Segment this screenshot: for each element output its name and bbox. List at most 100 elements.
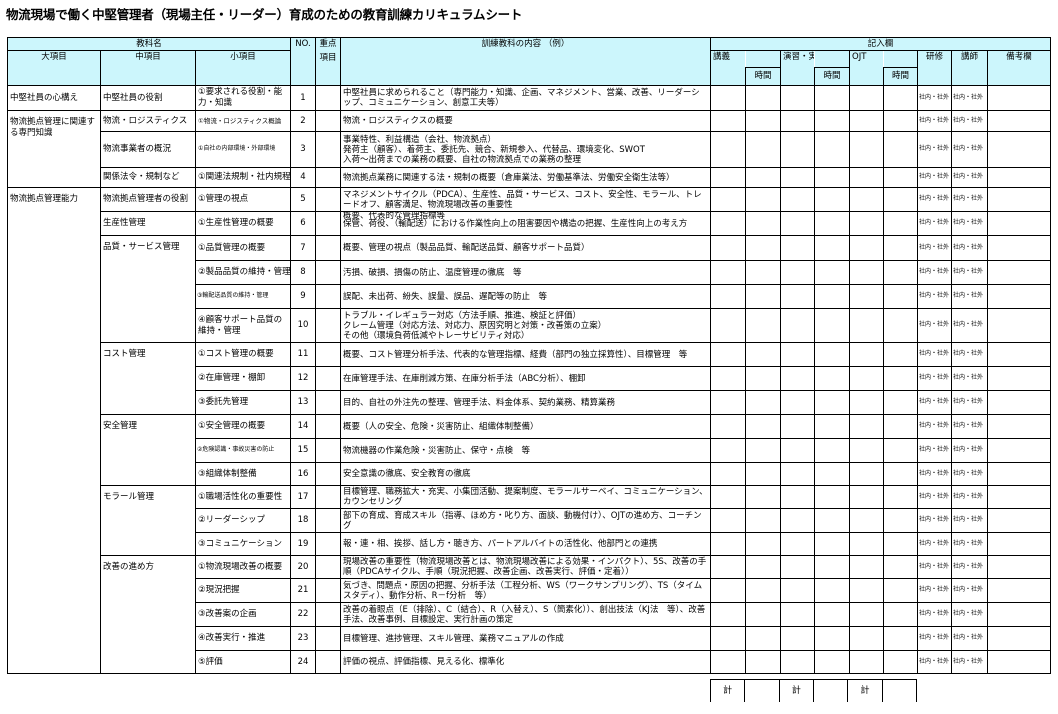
bikou-input[interactable] [987,462,1051,486]
kougi-input[interactable] [710,555,746,579]
ojt-hours-input[interactable] [883,578,918,603]
juten-cell[interactable] [315,578,341,603]
enshu-input[interactable] [780,626,815,651]
kenshu-choice[interactable]: 社内・社外 [917,578,952,603]
juten-cell[interactable] [315,308,341,343]
enshu-hours-input[interactable] [814,167,850,188]
bikou-input[interactable] [987,211,1051,236]
ojt-input[interactable] [849,485,884,509]
koushi-choice[interactable]: 社内・社外 [951,342,988,367]
koushi-choice[interactable]: 社内・社外 [951,284,988,309]
enshu-input[interactable] [780,650,815,674]
kougi-hours-input[interactable] [745,131,781,168]
ojt-hours-input[interactable] [883,414,918,439]
juten-cell[interactable] [315,211,341,236]
enshu-hours-input[interactable] [814,131,850,168]
bikou-input[interactable] [987,235,1051,261]
ojt-hours-input[interactable] [883,85,918,111]
koushi-choice[interactable]: 社内・社外 [951,211,988,236]
ojt-input[interactable] [849,284,884,309]
kougi-hours-input[interactable] [745,438,781,463]
ojt-input[interactable] [849,260,884,285]
koushi-choice[interactable]: 社内・社外 [951,602,988,627]
enshu-hours-input[interactable] [814,438,850,463]
kougi-input[interactable] [710,366,746,391]
kougi-hours-input[interactable] [745,85,781,111]
bikou-input[interactable] [987,390,1051,415]
enshu-input[interactable] [780,532,815,556]
juten-cell[interactable] [315,390,341,415]
kougi-input[interactable] [710,167,746,188]
koushi-choice[interactable]: 社内・社外 [951,187,988,212]
enshu-input[interactable] [780,602,815,627]
kougi-hours-input[interactable] [745,508,781,533]
koushi-choice[interactable]: 社内・社外 [951,650,988,674]
kougi-total-hours[interactable] [744,679,780,702]
enshu-input[interactable] [780,414,815,439]
juten-cell[interactable] [315,485,341,509]
ojt-input[interactable] [849,235,884,261]
koushi-choice[interactable]: 社内・社外 [951,508,988,533]
kougi-hours-input[interactable] [745,532,781,556]
bikou-input[interactable] [987,187,1051,212]
kenshu-choice[interactable]: 社内・社外 [917,85,952,111]
bikou-input[interactable] [987,260,1051,285]
kougi-input[interactable] [710,626,746,651]
kenshu-choice[interactable]: 社内・社外 [917,485,952,509]
bikou-input[interactable] [987,167,1051,188]
enshu-input[interactable] [780,110,815,132]
ojt-hours-input[interactable] [883,485,918,509]
enshu-input[interactable] [780,85,815,111]
enshu-hours-input[interactable] [814,532,850,556]
bikou-input[interactable] [987,131,1051,168]
ojt-input[interactable] [849,390,884,415]
ojt-hours-input[interactable] [883,366,918,391]
kenshu-choice[interactable]: 社内・社外 [917,626,952,651]
kougi-input[interactable] [710,284,746,309]
kougi-input[interactable] [710,508,746,533]
bikou-input[interactable] [987,626,1051,651]
ojt-input[interactable] [849,414,884,439]
bikou-input[interactable] [987,110,1051,132]
enshu-hours-input[interactable] [814,555,850,579]
kougi-hours-input[interactable] [745,308,781,343]
ojt-input[interactable] [849,211,884,236]
juten-cell[interactable] [315,131,341,168]
enshu-hours-input[interactable] [814,85,850,111]
kenshu-choice[interactable]: 社内・社外 [917,187,952,212]
kenshu-choice[interactable]: 社内・社外 [917,650,952,674]
ojt-hours-input[interactable] [883,342,918,367]
kenshu-choice[interactable]: 社内・社外 [917,438,952,463]
kougi-input[interactable] [710,308,746,343]
kougi-hours-input[interactable] [745,626,781,651]
kougi-input[interactable] [710,650,746,674]
ojt-input[interactable] [849,167,884,188]
koushi-choice[interactable]: 社内・社外 [951,532,988,556]
kougi-hours-input[interactable] [745,342,781,367]
kenshu-choice[interactable]: 社内・社外 [917,414,952,439]
kougi-hours-input[interactable] [745,390,781,415]
kenshu-choice[interactable]: 社内・社外 [917,110,952,132]
bikou-input[interactable] [987,308,1051,343]
koushi-choice[interactable]: 社内・社外 [951,366,988,391]
enshu-hours-input[interactable] [814,485,850,509]
kenshu-choice[interactable]: 社内・社外 [917,555,952,579]
bikou-input[interactable] [987,532,1051,556]
juten-cell[interactable] [315,555,341,579]
kougi-hours-input[interactable] [745,578,781,603]
enshu-hours-input[interactable] [814,211,850,236]
ojt-hours-input[interactable] [883,284,918,309]
kenshu-choice[interactable]: 社内・社外 [917,366,952,391]
enshu-hours-input[interactable] [814,284,850,309]
ojt-hours-input[interactable] [883,260,918,285]
kenshu-choice[interactable]: 社内・社外 [917,462,952,486]
koushi-choice[interactable]: 社内・社外 [951,110,988,132]
bikou-input[interactable] [987,578,1051,603]
enshu-input[interactable] [780,485,815,509]
koushi-choice[interactable]: 社内・社外 [951,555,988,579]
enshu-input[interactable] [780,555,815,579]
enshu-hours-input[interactable] [814,414,850,439]
enshu-hours-input[interactable] [814,626,850,651]
ojt-hours-input[interactable] [883,508,918,533]
kougi-hours-input[interactable] [745,602,781,627]
